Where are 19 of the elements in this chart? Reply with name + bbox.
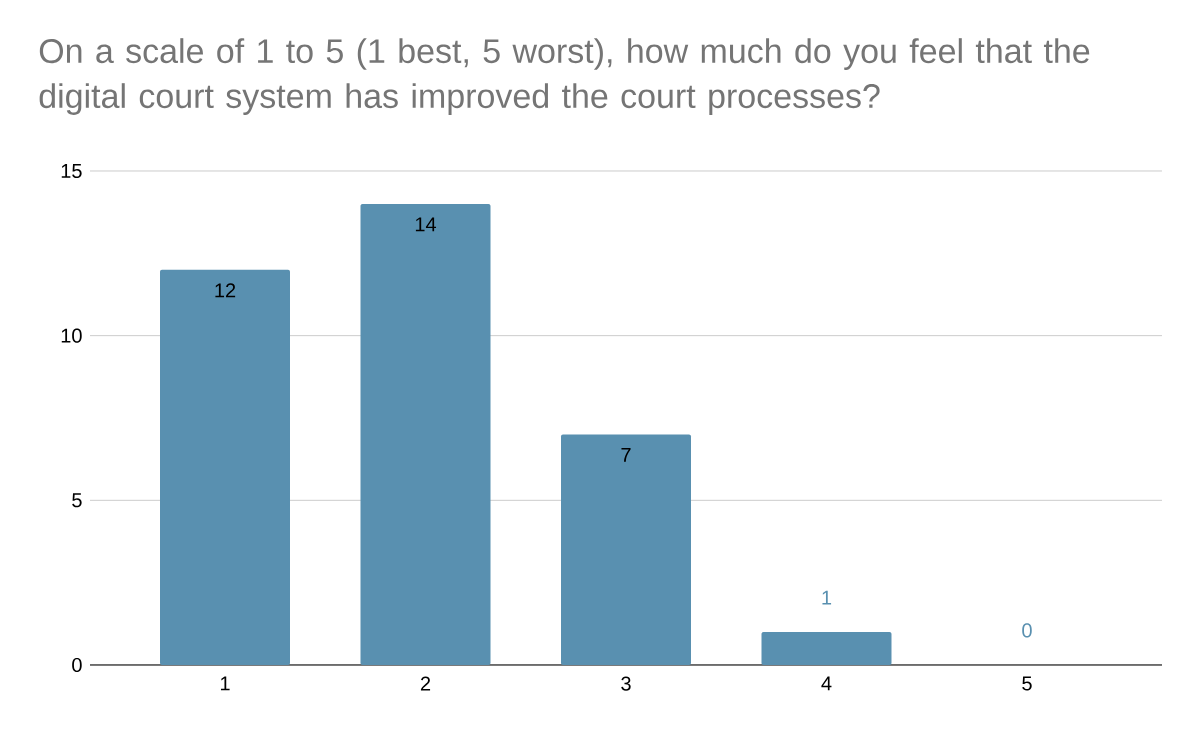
data-label: 0 [1022,623,1032,638]
x-tick-label: 2 [420,676,431,691]
data-label: 14 [415,217,437,232]
y-tick-label: 0 [72,657,82,673]
y-tick-label: 15 [61,164,82,178]
y-tick-label: 5 [72,493,82,508]
data-label: 1 [822,590,832,605]
data-label: 12 [215,283,236,298]
x-tick-label: 4 [821,676,832,691]
bar [561,434,691,665]
x-tick-label: 1 [220,676,230,691]
x-tick-label: 3 [621,676,631,691]
chart-title: On a scale of 1 to 5 (1 best, 5 worst), how much do you feel that the digital court system has improved the court processes? [39,38,1090,115]
bar [160,269,290,665]
bar [360,203,491,665]
y-tick-label: 10 [61,328,82,343]
x-tick-label: 5 [1022,676,1032,691]
bar [761,632,892,665]
data-label: 7 [621,447,631,462]
